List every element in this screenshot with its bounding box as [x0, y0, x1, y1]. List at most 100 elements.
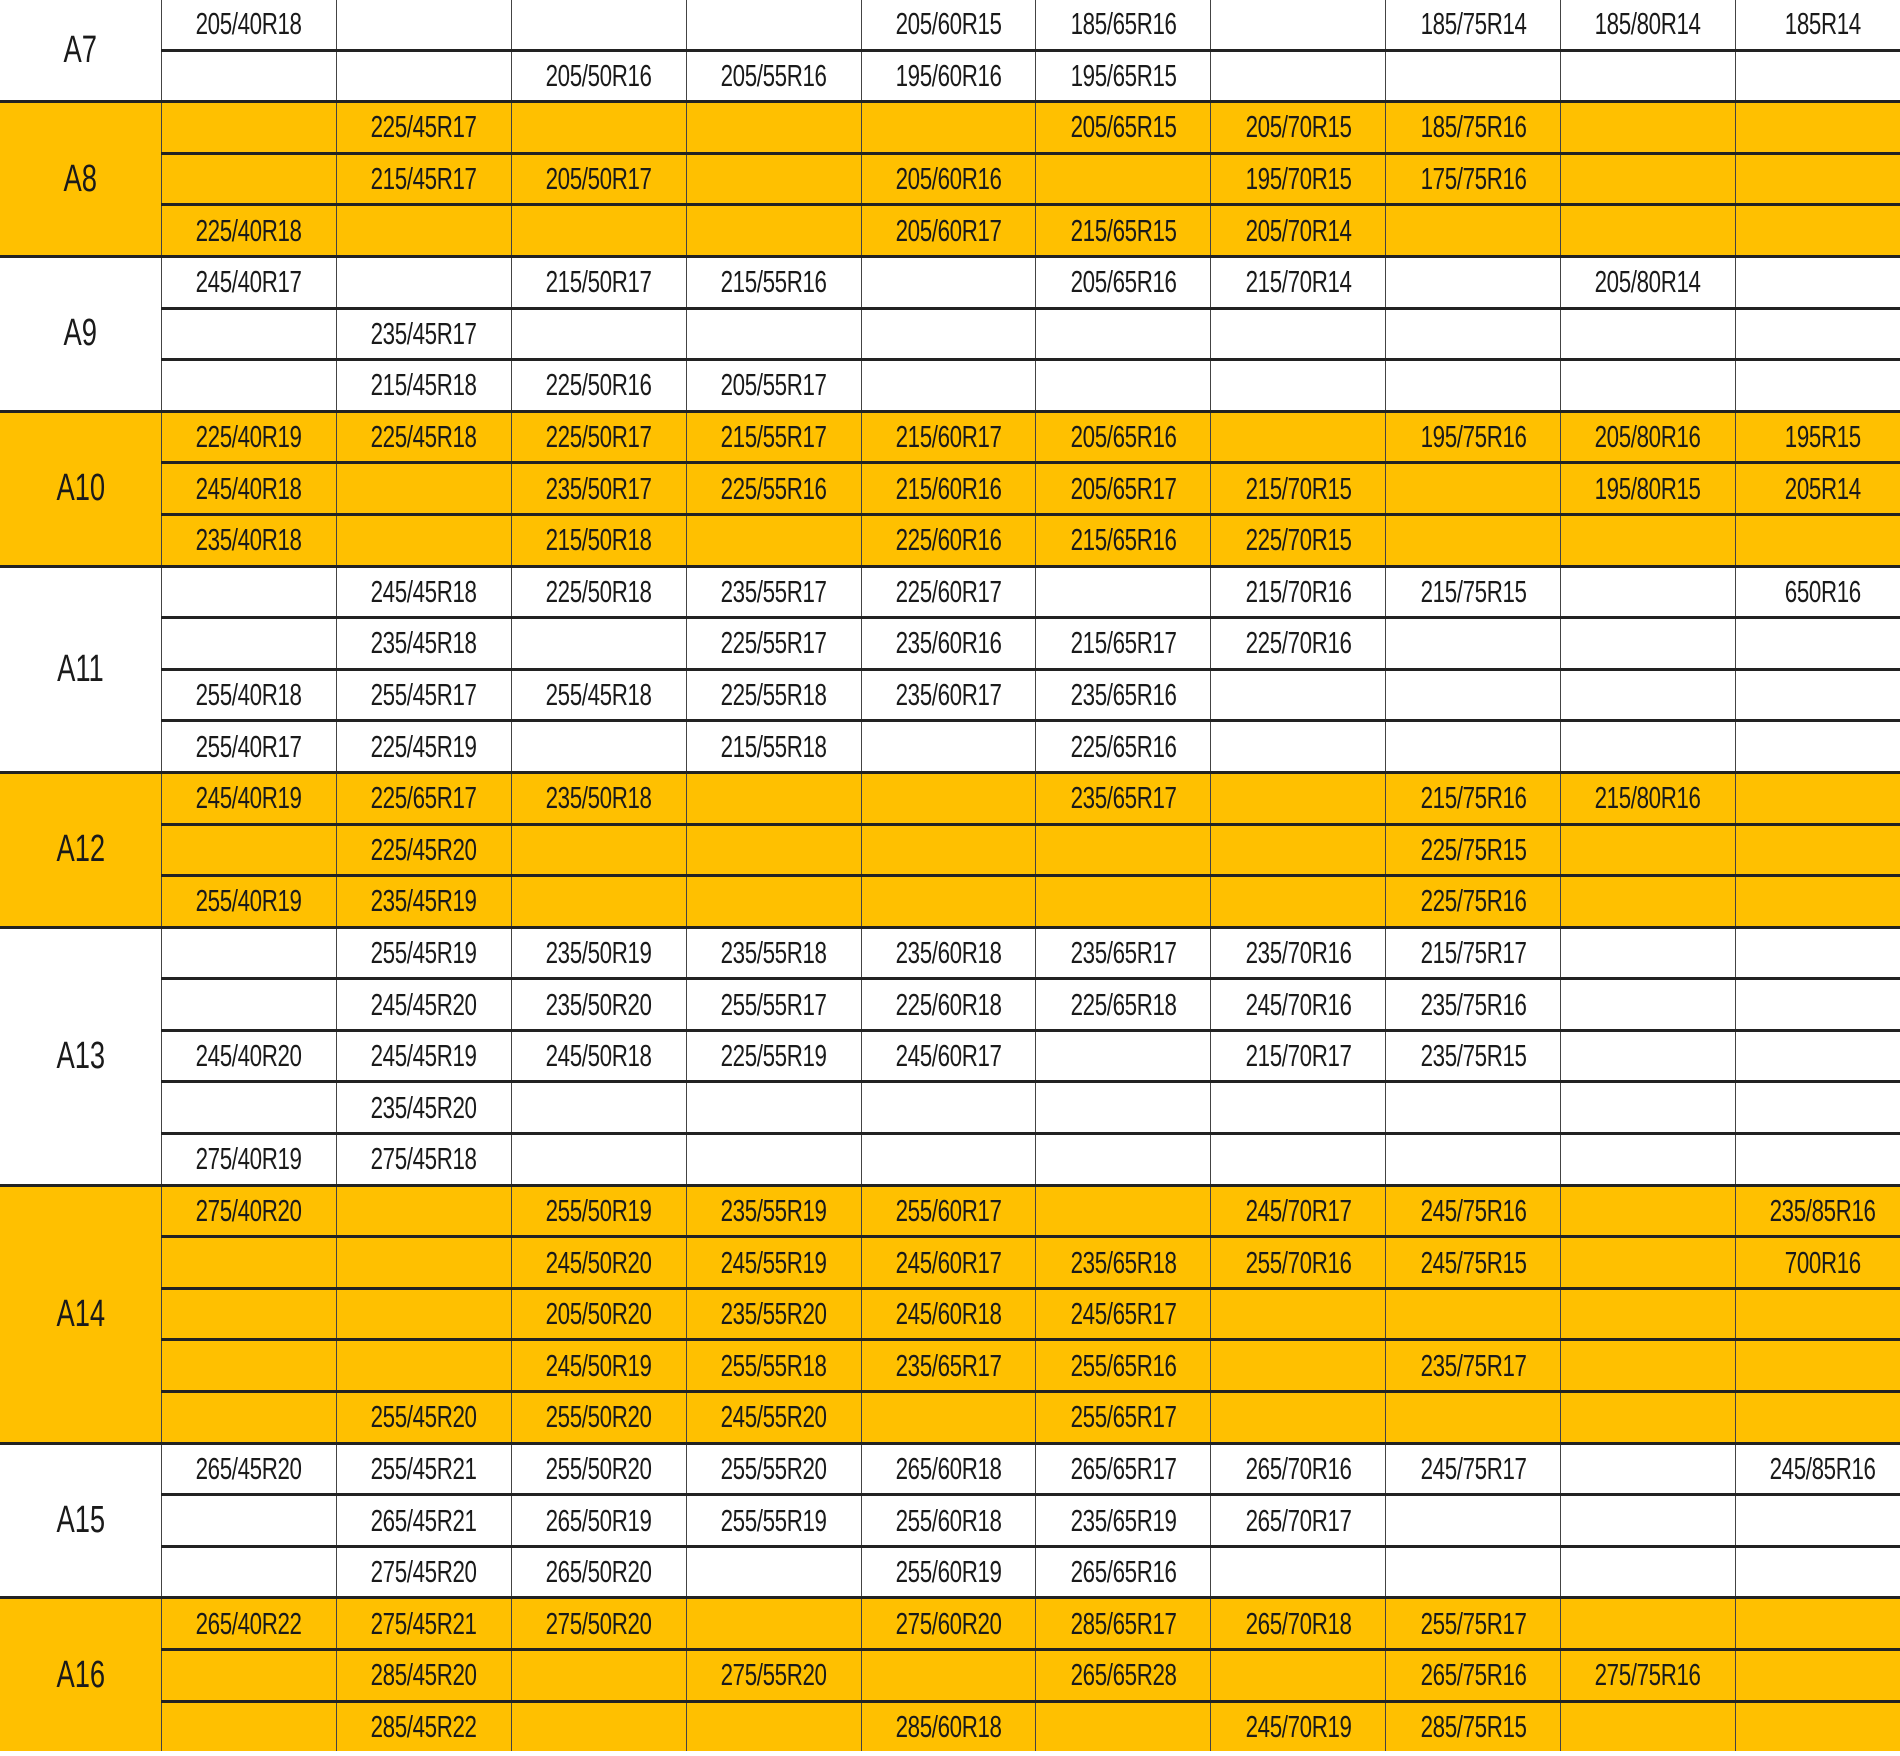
tire-size: 235/45R17 — [370, 315, 477, 351]
tire-size-cell — [161, 564, 337, 618]
tire-size-cell: 275/40R19 — [161, 1132, 337, 1186]
tire-size: 195/80R15 — [1595, 470, 1702, 506]
tire-size: 225/65R17 — [370, 780, 477, 816]
tire-size-cell: 255/55R20 — [685, 1441, 862, 1495]
tire-size-cell — [685, 203, 862, 257]
tire-size-cell: 215/70R15 — [1210, 461, 1386, 515]
tire-size-cell — [1560, 1132, 1736, 1186]
tire-size-cell: 245/65R17 — [1035, 1286, 1211, 1340]
tire-size-cell: 245/45R18 — [335, 564, 512, 618]
tire-size-cell: 185/80R14 — [1560, 0, 1736, 51]
group-label: A11 — [57, 647, 104, 690]
tire-size-cell: 225/45R17 — [335, 100, 512, 154]
tire-size-cell: 195/75R16 — [1385, 409, 1561, 463]
tire-size-cell — [1735, 358, 1900, 412]
tire-size-cell: 235/40R18 — [161, 512, 337, 567]
tire-size-cell: 225/40R18 — [161, 203, 337, 257]
tire-size-cell — [1735, 1028, 1900, 1082]
group-label-cell: A16 — [0, 1596, 162, 1752]
tire-size-cell: 225/45R20 — [335, 822, 512, 876]
tire-size-cell: 185/75R14 — [1385, 0, 1561, 51]
table-row: 245/45R20 235/50R20 255/55R17 225/60R18 225/… — [0, 977, 1900, 1031]
tire-size-cell: 205/55R16 — [685, 48, 862, 102]
tire-size: 215/55R16 — [720, 264, 827, 300]
tire-size-cell: 235/45R18 — [335, 616, 512, 670]
tire-size: 245/75R15 — [1420, 1244, 1527, 1280]
tire-size: 225/45R19 — [370, 728, 477, 764]
tire-size-cell: 175/75R16 — [1385, 151, 1561, 205]
tire-size-cell: 650R16 — [1735, 564, 1900, 618]
tire-size-cell — [1560, 1080, 1736, 1134]
tire-size: 235/65R18 — [1070, 1244, 1177, 1280]
tire-size-cell: 195/70R15 — [1210, 151, 1386, 205]
tire-size: 225/55R16 — [720, 470, 827, 506]
tire-size-cell — [1385, 719, 1561, 773]
tire-size: 255/45R19 — [370, 934, 477, 970]
tire-size: 205/65R15 — [1070, 109, 1177, 145]
group-label-cell: A11 — [0, 564, 162, 773]
tire-size-cell — [1735, 874, 1900, 928]
tire-size-cell — [1210, 0, 1386, 51]
tire-size: 235/75R16 — [1420, 986, 1527, 1022]
tire-size-cell: 275/55R20 — [685, 1648, 862, 1702]
group-label-cell: A14 — [0, 1183, 162, 1444]
tire-size: 235/60R18 — [895, 934, 1002, 970]
tire-size: 225/45R17 — [370, 109, 477, 145]
tire-size-cell: 245/40R18 — [161, 461, 337, 515]
group-label: A12 — [56, 828, 105, 871]
tire-size-cell — [510, 719, 687, 773]
tire-size: 215/75R17 — [1420, 934, 1527, 970]
tire-size: 285/45R22 — [370, 1708, 477, 1744]
tire-size: 255/55R18 — [720, 1347, 827, 1383]
group-label-cell: A10 — [0, 409, 162, 567]
tire-size-cell — [1210, 1544, 1386, 1598]
tire-size-cell — [335, 0, 512, 51]
tire-size-cell — [1385, 512, 1561, 567]
tire-size-cell: 265/65R28 — [1035, 1648, 1211, 1702]
group-label: A15 — [56, 1499, 105, 1542]
tire-size-cell: 245/55R19 — [685, 1235, 862, 1289]
tire-size-cell: 205/65R15 — [1035, 100, 1211, 154]
tire-size: 205/50R20 — [545, 1296, 652, 1332]
group-label-cell: A9 — [0, 254, 162, 412]
tire-size: 255/50R20 — [545, 1399, 652, 1435]
tire-size: 205/70R14 — [1245, 212, 1352, 248]
tire-size-cell: 265/65R16 — [1035, 1544, 1211, 1598]
table-row: 275/45R20 265/50R20 255/60R19 265/65R16 — [0, 1544, 1900, 1598]
tire-size-cell: 235/70R16 — [1210, 925, 1386, 979]
tire-size: 225/50R18 — [545, 573, 652, 609]
tire-size-cell — [1035, 1699, 1211, 1752]
tire-size-cell — [1560, 1390, 1736, 1444]
tire-size: 235/75R15 — [1420, 1038, 1527, 1074]
tire-size-cell: 235/55R17 — [685, 564, 862, 618]
tire-size-cell: 235/55R18 — [685, 925, 862, 979]
tire-size-cell: 235/65R17 — [1035, 925, 1211, 979]
tire-size-cell: 255/40R17 — [161, 719, 337, 773]
tire-size-cell: 225/50R18 — [510, 564, 687, 618]
tire-size-cell — [685, 1596, 862, 1650]
tire-size: 205/60R15 — [895, 6, 1002, 42]
tire-size-cell: 265/40R22 — [161, 1596, 337, 1650]
tire-size: 205/70R15 — [1245, 109, 1352, 145]
tire-size-cell: 235/60R16 — [860, 616, 1036, 670]
tire-size-cell — [1210, 667, 1386, 721]
tire-size-cell: 215/45R18 — [335, 358, 512, 412]
tire-size: 235/65R16 — [1070, 677, 1177, 713]
tire-size-cell: 205/65R16 — [1035, 409, 1211, 463]
table-row: A12 245/40R19 225/65R17 235/50R18 235/65R17 2… — [0, 770, 1900, 928]
tire-size-cell: 255/70R16 — [1210, 1235, 1386, 1289]
tire-size-cell: 255/40R18 — [161, 667, 337, 721]
tire-size: 215/50R17 — [545, 264, 652, 300]
group-label-cell: A15 — [0, 1441, 162, 1598]
tire-size: 225/45R20 — [370, 831, 477, 867]
tire-size: 235/65R19 — [1070, 1502, 1177, 1538]
tire-size-cell: 215/70R16 — [1210, 564, 1386, 618]
tire-size-cell — [335, 1235, 512, 1289]
tire-size: 255/75R17 — [1420, 1605, 1527, 1641]
tire-size: 255/45R21 — [370, 1450, 477, 1486]
tire-size: 215/65R15 — [1070, 212, 1177, 248]
tire-size-cell: 205/70R14 — [1210, 203, 1386, 257]
tire-size-cell — [1735, 203, 1900, 257]
tire-size-cell: 235/45R17 — [335, 306, 512, 360]
tire-size-cell: 205/80R16 — [1560, 409, 1736, 463]
